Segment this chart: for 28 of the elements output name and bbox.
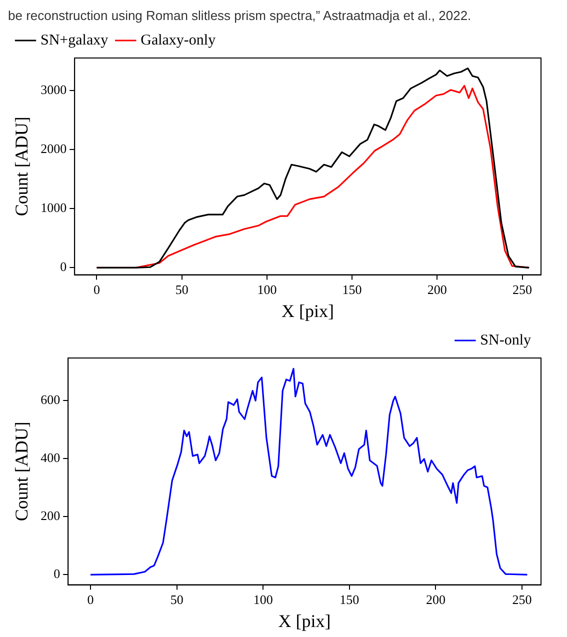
x-tick-label: 100 [253, 592, 273, 608]
legend-label: Galaxy-only [140, 32, 216, 48]
y-tick-label: 3000 [40, 82, 67, 97]
x-axis-title: X [pix] [282, 300, 334, 321]
y-tick-label: 0 [54, 566, 60, 582]
x-tick-label: 200 [427, 282, 447, 298]
x-tick-label: 0 [87, 592, 94, 608]
legend-label: SN-only [480, 332, 532, 348]
text: be reconstruction using Roman slitless prism spectra,” Astraatmadja et al., 2022. [8, 8, 472, 23]
x-tick-label: 150 [342, 282, 362, 298]
x-tick-label: 250 [512, 282, 532, 298]
y-axis-title: Count [ADU] [12, 116, 32, 216]
x-tick-label: 100 [257, 282, 277, 298]
x-tick-label: 250 [512, 592, 532, 608]
x-tick-label: 50 [175, 282, 188, 298]
legend-label: SN+galaxy [40, 32, 109, 48]
x-tick-label: 50 [170, 592, 184, 608]
y-axis-title: Count [ADU] [12, 422, 32, 522]
y-tick-label: 0 [60, 259, 67, 274]
x-axis-title: X [pix] [278, 610, 331, 631]
x-tick-label: 200 [426, 592, 446, 608]
x-tick-label: 0 [93, 282, 100, 298]
y-tick-label: 600 [40, 392, 60, 408]
y-tick-label: 1000 [40, 200, 67, 216]
y-tick-label: 200 [40, 508, 60, 524]
y-tick-label: 400 [40, 450, 60, 466]
y-tick-label: 2000 [40, 140, 67, 156]
x-tick-label: 150 [340, 592, 360, 608]
